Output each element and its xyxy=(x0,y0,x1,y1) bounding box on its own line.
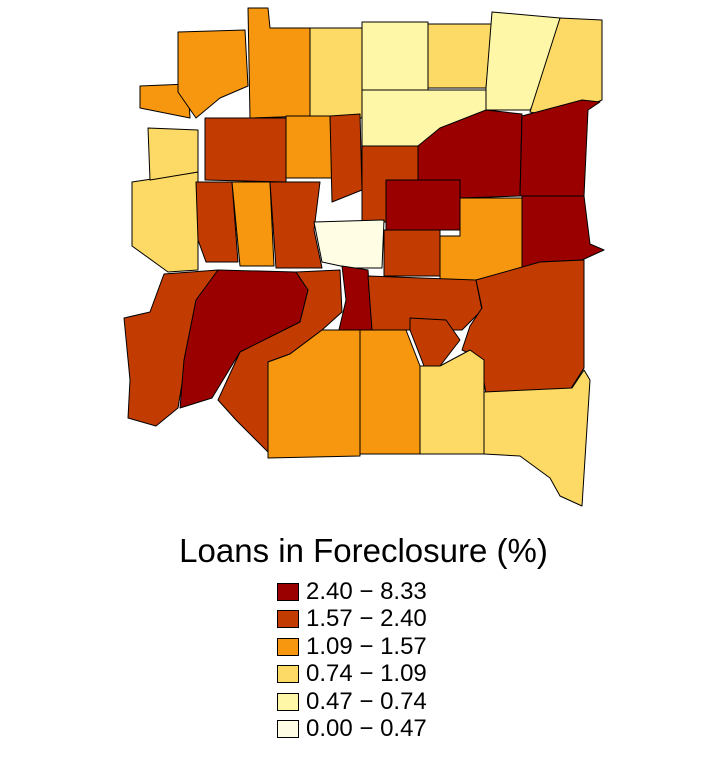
map-region xyxy=(285,115,335,179)
map-region xyxy=(204,117,287,183)
legend-item: 1.09 − 1.57 xyxy=(277,633,427,661)
legend-item: 1.57 − 2.40 xyxy=(277,606,427,634)
map-region xyxy=(131,171,199,273)
map-region xyxy=(195,181,239,263)
map-region xyxy=(519,99,601,197)
legend-item: 2.40 − 8.33 xyxy=(277,578,427,606)
map-region xyxy=(139,83,191,119)
map-region xyxy=(247,7,311,119)
map-region xyxy=(309,27,363,119)
map-region xyxy=(427,23,493,89)
legend-item: 0.47 − 0.74 xyxy=(277,688,427,716)
legend-swatch xyxy=(277,692,299,711)
map-region xyxy=(269,181,323,269)
map-region xyxy=(329,113,363,203)
map-region xyxy=(521,195,605,271)
legend-swatch xyxy=(277,582,299,601)
legend-label: 2.40 − 8.33 xyxy=(306,577,427,605)
map-region xyxy=(177,29,249,119)
legend-label: 0.47 − 0.74 xyxy=(306,687,427,715)
map-region xyxy=(313,219,385,269)
legend-swatch xyxy=(277,720,299,739)
legend-label: 0.00 − 0.47 xyxy=(306,715,427,743)
legend: 2.40 − 8.33 1.57 − 2.40 1.09 − 1.57 0.74… xyxy=(277,578,427,743)
map-region xyxy=(359,329,421,455)
map-region xyxy=(385,179,461,231)
map-region xyxy=(419,349,485,455)
map-region xyxy=(147,127,199,181)
legend-item: 0.74 − 1.09 xyxy=(277,661,427,689)
legend-swatch xyxy=(277,610,299,629)
legend-label: 1.57 − 2.40 xyxy=(306,605,427,633)
choropleth-map xyxy=(123,7,605,507)
legend-item: 0.00 − 0.47 xyxy=(277,716,427,744)
legend-label: 1.09 − 1.57 xyxy=(306,632,427,660)
map-region xyxy=(483,369,591,507)
legend-title: Loans in Foreclosure (%) xyxy=(179,532,548,569)
legend-swatch xyxy=(277,665,299,684)
legend-label: 0.74 − 1.09 xyxy=(306,660,427,688)
map-region xyxy=(231,181,275,267)
map-region xyxy=(383,229,441,277)
map-region xyxy=(337,265,373,335)
legend-swatch xyxy=(277,637,299,656)
map-region xyxy=(361,21,429,91)
